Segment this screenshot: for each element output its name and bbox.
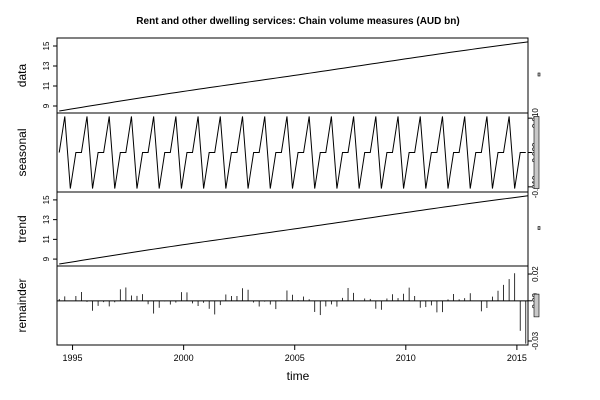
- y-tick-label-remainder: 0.02: [531, 266, 540, 282]
- y-tick-label-remainder: -0.03: [531, 331, 540, 350]
- y-tick-label-data: 9: [42, 103, 51, 108]
- y-axis-label-remainder: remainder: [15, 278, 29, 332]
- x-axis-label: time: [287, 369, 310, 383]
- series-line-trend: [59, 195, 529, 265]
- scale-bar-remainder: [533, 293, 540, 318]
- y-tick-label-trend: 9: [42, 256, 51, 261]
- y-tick-label-trend: 15: [42, 195, 51, 204]
- y-axis-label-trend: trend: [15, 215, 29, 242]
- panels: 9111315data0.0100.000-0.010seasonal91113…: [15, 37, 541, 350]
- series-line-seasonal: [58, 116, 526, 189]
- y-axis-label-seasonal: seasonal: [15, 128, 29, 176]
- y-tick-label-data: 15: [42, 41, 51, 50]
- y-tick-label-trend: 13: [42, 215, 51, 224]
- y-tick-label-trend: 11: [42, 235, 51, 244]
- y-tick-label-data: 13: [42, 61, 51, 70]
- panel-frame-remainder: [56, 265, 529, 346]
- chart-title: Rent and other dwelling services: Chain …: [136, 16, 459, 27]
- x-tick-label: 2005: [285, 353, 305, 363]
- panel-trend: 9 11 13 15 trend: [15, 191, 541, 267]
- panel-seasonal: 0.0100.000-0.010seasonal: [15, 108, 540, 199]
- x-tick-label: 2010: [396, 353, 416, 363]
- scale-bar-trend: [537, 226, 541, 230]
- x-tick-label: 2015: [507, 353, 527, 363]
- scale-bar-seasonal: [533, 116, 540, 189]
- series-line-data: [59, 41, 529, 112]
- x-tick-label: 2000: [174, 353, 194, 363]
- x-axis: 1995 2000 2005 2010 2015: [63, 344, 527, 363]
- scale-bar-data: [537, 72, 541, 77]
- x-tick-label: 1995: [63, 353, 83, 363]
- y-tick-label-data: 11: [42, 81, 51, 90]
- y-axis-label-data: data: [15, 63, 29, 87]
- panel-data: 9 11 13 15 data: [15, 37, 541, 114]
